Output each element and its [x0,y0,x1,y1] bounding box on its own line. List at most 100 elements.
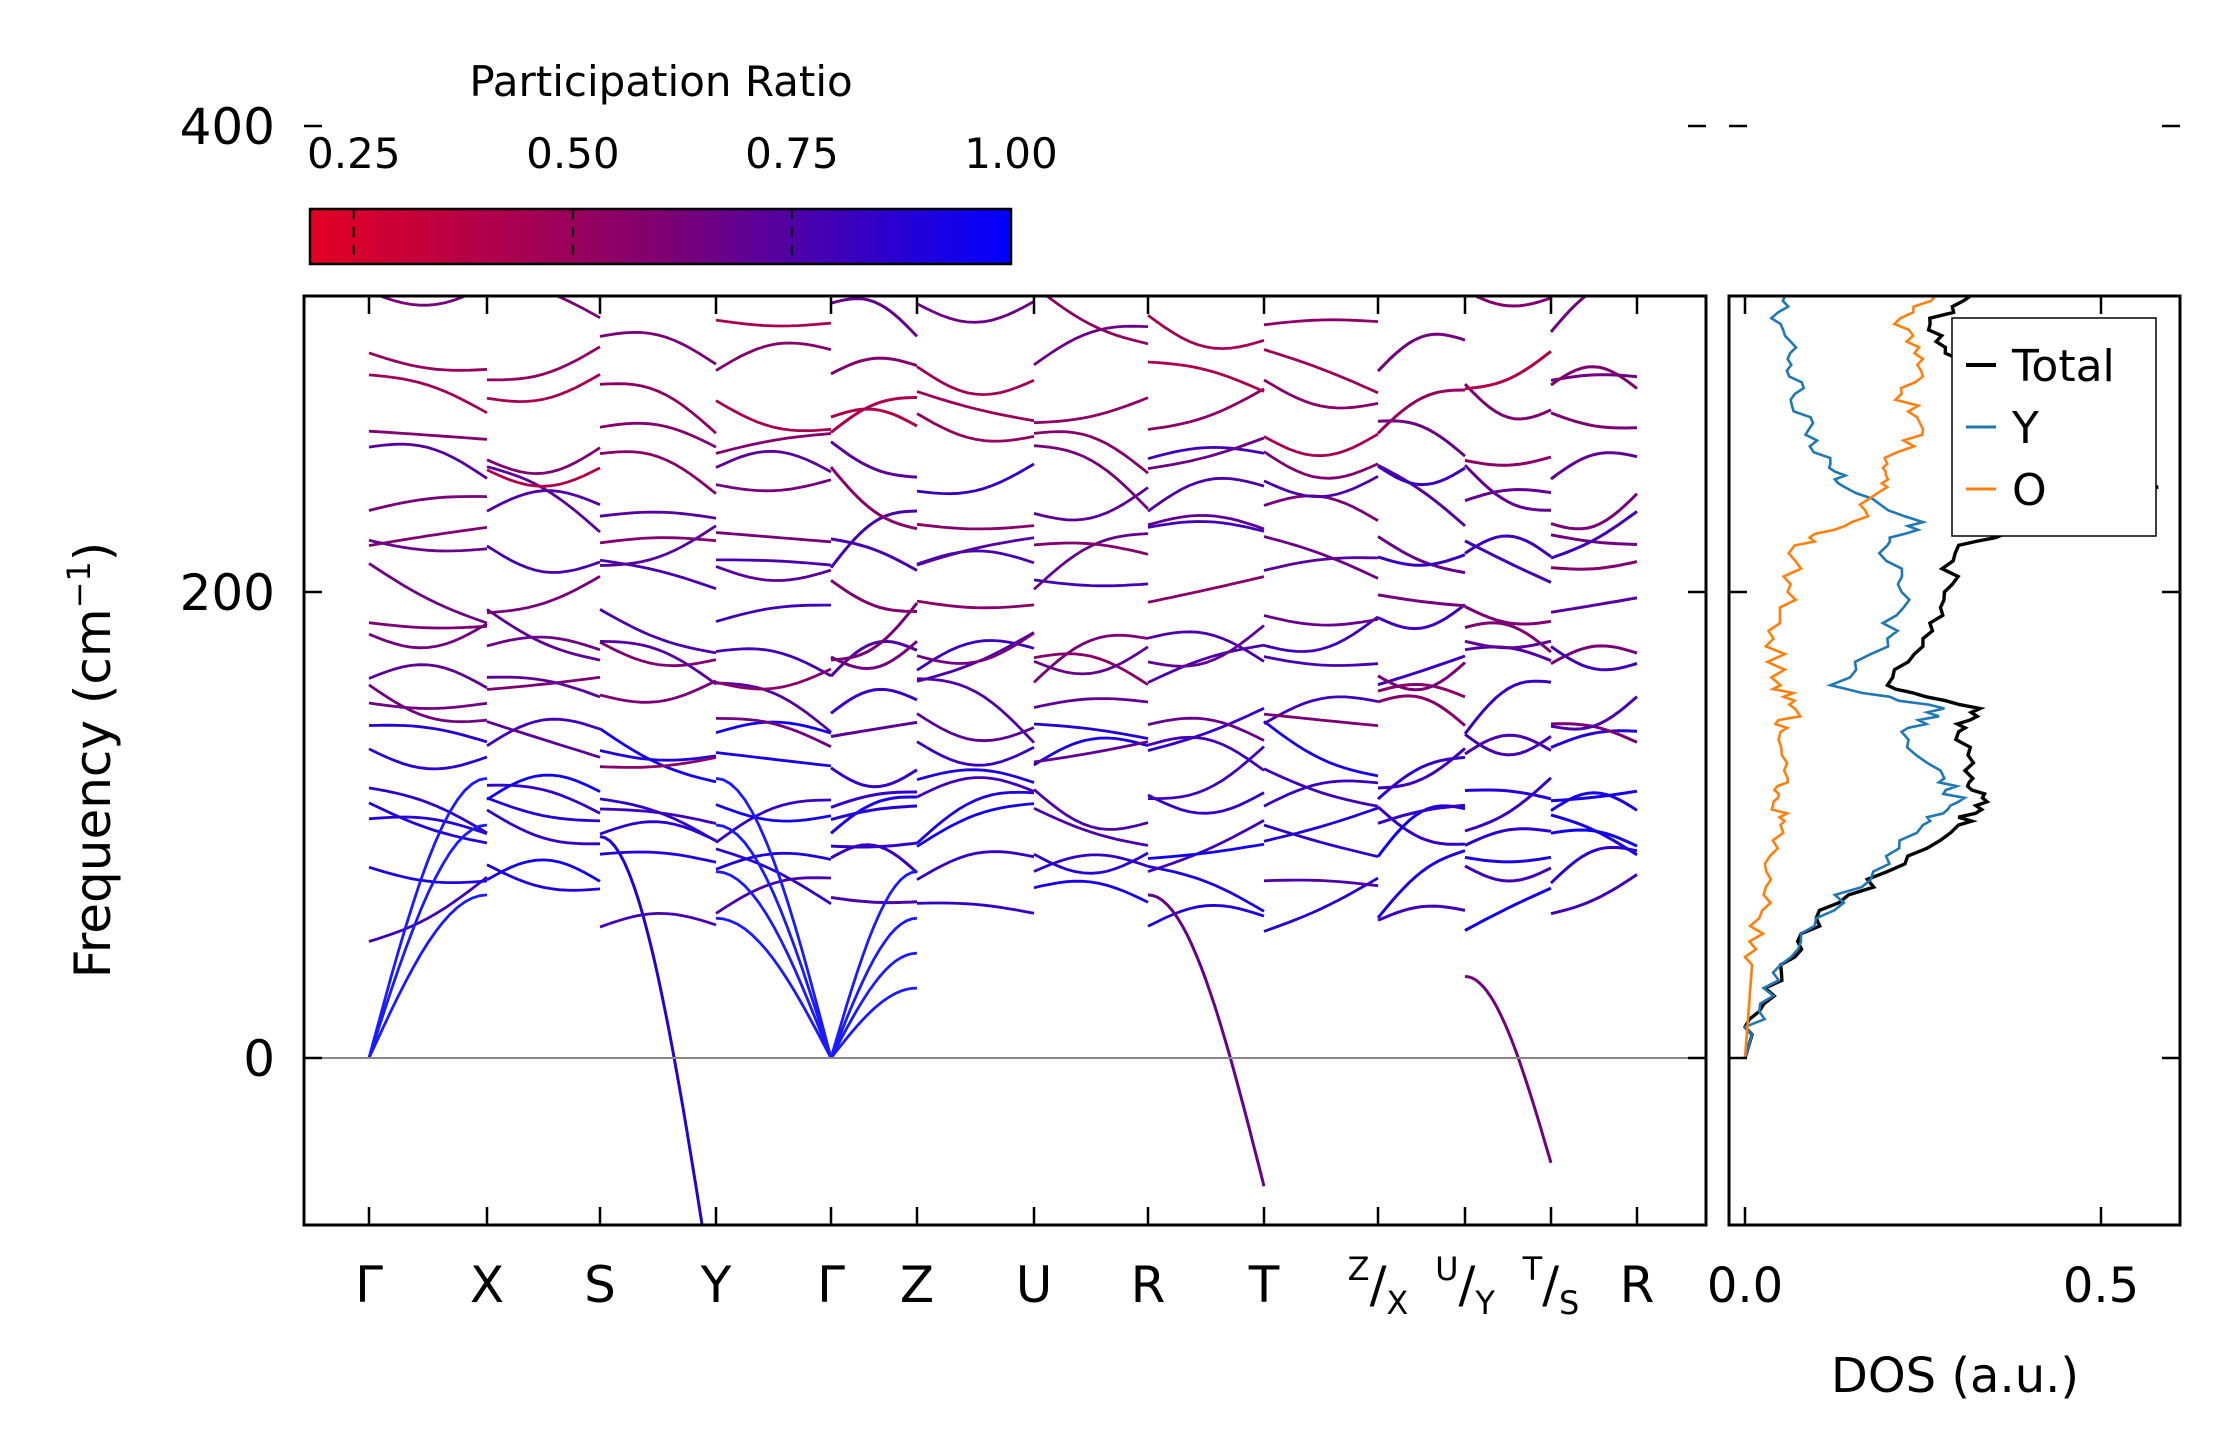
phonon-band-line [486,466,601,488]
dos-x-axis-label: DOS (a.u.) [1831,1348,2079,1404]
phonon-band-line [831,0,917,28]
phonon-band-line [1033,578,1149,588]
k-point-label: T/S [1522,1250,1580,1322]
phonon-band-line [1263,712,1379,728]
phonon-band-line [830,896,918,905]
acoustic-branch [715,777,833,1059]
phonon-band-line [1263,535,1379,580]
phonon-band-line [486,544,601,574]
phonon-band-line [599,727,717,784]
phonon-band-line [917,273,1034,283]
k-point-label: R [1620,1256,1655,1314]
imaginary-mode-line [1147,893,1266,1187]
phonon-band-line [600,10,716,35]
phonon-band-line [1550,645,1638,672]
colorbar-gradient [308,207,1013,266]
acoustic-branch [715,823,833,1059]
band-ytick-label: 0 [243,1030,275,1088]
phonon-band-line [1378,174,1465,196]
phonon-band-line [487,184,600,197]
phonon-band-line [1376,849,1466,919]
phonon-band-line [1033,430,1149,475]
phonon-band-line [599,911,717,929]
phonon-band-line [1147,387,1265,431]
phonon-band-line [916,631,1035,665]
phonon-band-line [1464,639,1552,650]
phonon-band-line [1264,231,1378,276]
phonon-band-line [1147,445,1265,461]
phonon-band-line [1377,661,1466,692]
phonon-band-line [1550,492,1639,531]
phonon-band-line [830,440,918,479]
phonon-band-line [368,747,488,771]
phonon-band-line [1377,535,1466,575]
phonon-band-line [917,182,1034,203]
k-label-sup: T [1522,1250,1543,1288]
phonon-band-line [831,150,917,186]
k-point-label: S [584,1256,616,1314]
phonon-band-line [1264,152,1378,209]
legend-label: Total [2011,341,2115,392]
phonon-band-line [1033,633,1149,684]
phonon-band-line [1263,876,1379,933]
phonon-band-line [1034,207,1148,220]
phonon-band-line [599,640,717,686]
phonon-band-line [716,182,831,188]
phonon-band-line [487,104,600,127]
phonon-band-line [1147,360,1265,393]
acoustic-branch [715,870,833,1059]
k-label-sub: X [1386,1284,1408,1322]
phonon-band-line [599,807,717,825]
phonon-band-line [1464,864,1552,883]
phonon-band-line [1465,203,1551,233]
phonon-band-line [1376,332,1466,373]
k-label-sub: S [1559,1284,1579,1322]
phonon-band-line [1034,204,1148,227]
phonon-band-line [916,677,1036,744]
acoustic-branch [829,951,918,1059]
phonon-band-line [486,575,601,615]
phonon-band-line [716,278,831,285]
phonon-band-line [830,843,919,874]
phonon-band-line [1147,791,1265,815]
phonon-band-line [1148,151,1264,181]
phonon-band-line [1264,51,1378,59]
phonon-band-line [369,107,487,115]
phonon-band-line [1033,532,1149,591]
phonon-band-line [715,647,832,678]
phonon-band-line [1465,250,1551,278]
phonon-band-line [1033,652,1149,686]
phonon-band-line [1465,165,1551,186]
phonon-band-line [599,756,717,769]
phonon-band-line [1377,654,1466,687]
phonon-band-line [486,675,601,699]
phonon-band-line [369,178,487,198]
phonon-band-line [715,318,832,328]
k-point-label: R [1131,1256,1166,1314]
phonon-band-line [1378,285,1465,292]
dos-x-ticks: 0.0 0.5 [1707,296,2139,1314]
phonon-band-line [830,640,918,671]
phonon-band-line [1550,873,1638,916]
k-point-label: Y [700,1256,732,1314]
phonon-band-line [916,740,1035,767]
phonon-band-line [831,150,917,190]
phonon-band-line [715,720,832,735]
band-axes-frame [302,294,1708,1227]
phonon-band-line [716,558,832,567]
phonon-band-line [1034,251,1148,280]
phonon-band-line [715,876,832,915]
phonon-band-line [1377,694,1466,727]
phonon-band-line [829,639,918,678]
k-label-sup: U [1435,1250,1458,1288]
phonon-band-line [1550,365,1638,390]
phonon-band-line [916,522,1035,531]
phonon-band-line [715,399,832,433]
phonon-band-line [486,446,601,476]
phonon-band-line [1034,1,1148,65]
phonon-band-line [1044,296,1149,346]
phonon-band-line [1033,324,1149,366]
k-label-slash: / [1542,1256,1559,1314]
phonon-band-line [486,717,601,747]
band-y-ticks: 0200400600 [180,98,1706,1088]
